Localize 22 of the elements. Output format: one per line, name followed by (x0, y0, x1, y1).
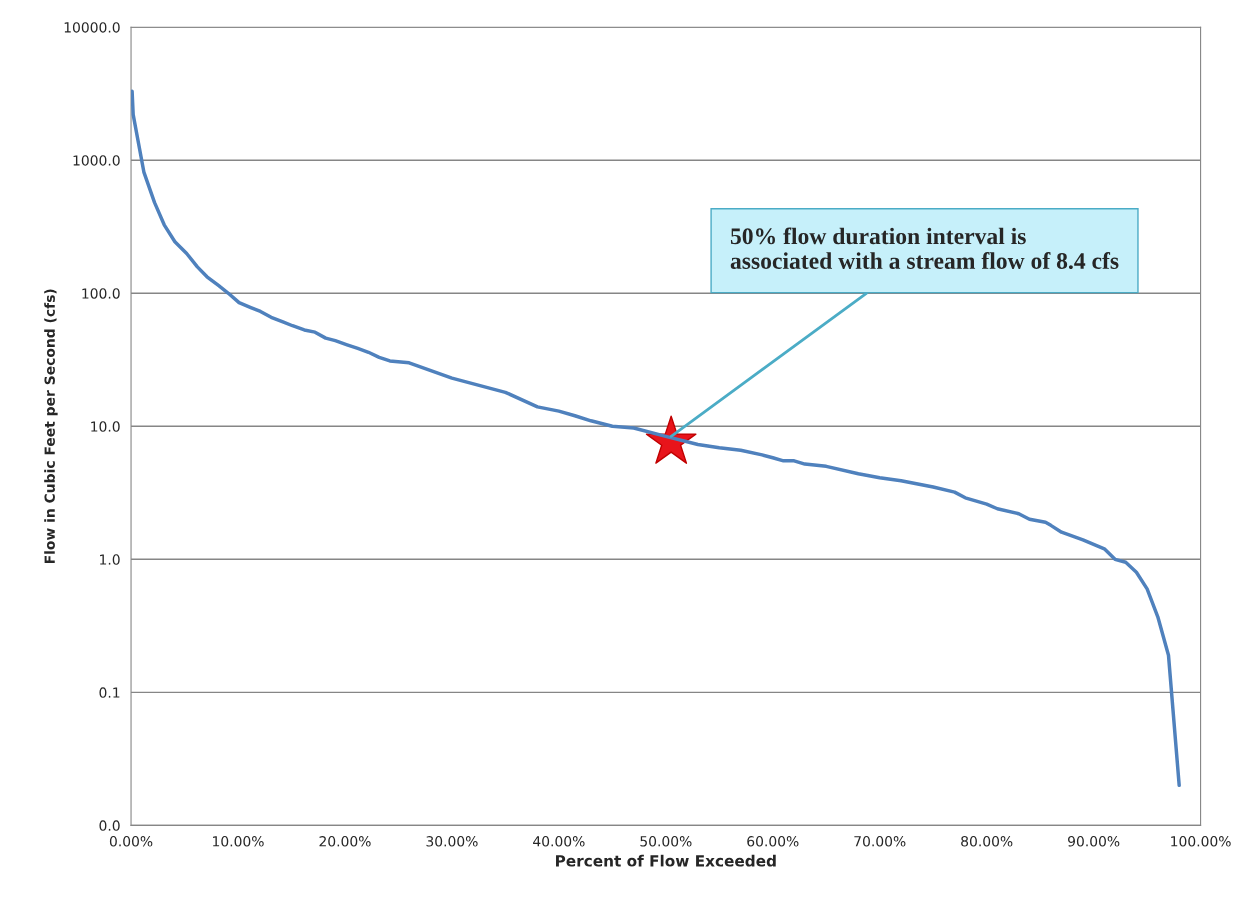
x-tick-label: 40.00% (533, 836, 585, 847)
x-tick-label: 30.00% (426, 836, 478, 847)
x-tick-label: 0.00% (109, 836, 153, 847)
x-tick-label: 50.00% (640, 836, 692, 847)
x-tick-label: 80.00% (961, 836, 1013, 847)
y-tick-label: 1000.0 (73, 155, 120, 166)
x-tick-label: 10.00% (213, 836, 264, 847)
x-tick-label: 100.00% (1171, 836, 1231, 847)
x-tick-label: 20.00% (319, 836, 371, 847)
y-tick-label: 10.0 (91, 421, 120, 432)
x-axis-title: Percent of Flow Exceeded (556, 854, 776, 867)
x-tick-label: 60.00% (747, 836, 799, 847)
line-series (131, 89, 1181, 788)
annotation: 50% flow duration interval is associated with a stream flow of 8.4 cfs (730, 227, 1119, 270)
y-tick-label: 0.1 (99, 687, 120, 698)
y-tick-label: 0.0 (99, 820, 120, 831)
y-tick-label: 10000.0 (64, 22, 120, 33)
y-tick-label: 100.0 (82, 288, 120, 299)
y-axis-title: Flow in Cubic Feet per Second (cfs) (44, 289, 58, 564)
x-tick-label: 90.00% (1068, 836, 1120, 847)
x-tick-label: 70.00% (854, 836, 906, 847)
y-tick-label: 1.0 (100, 554, 120, 565)
